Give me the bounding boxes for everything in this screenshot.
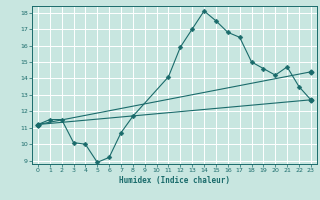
X-axis label: Humidex (Indice chaleur): Humidex (Indice chaleur) <box>119 176 230 185</box>
